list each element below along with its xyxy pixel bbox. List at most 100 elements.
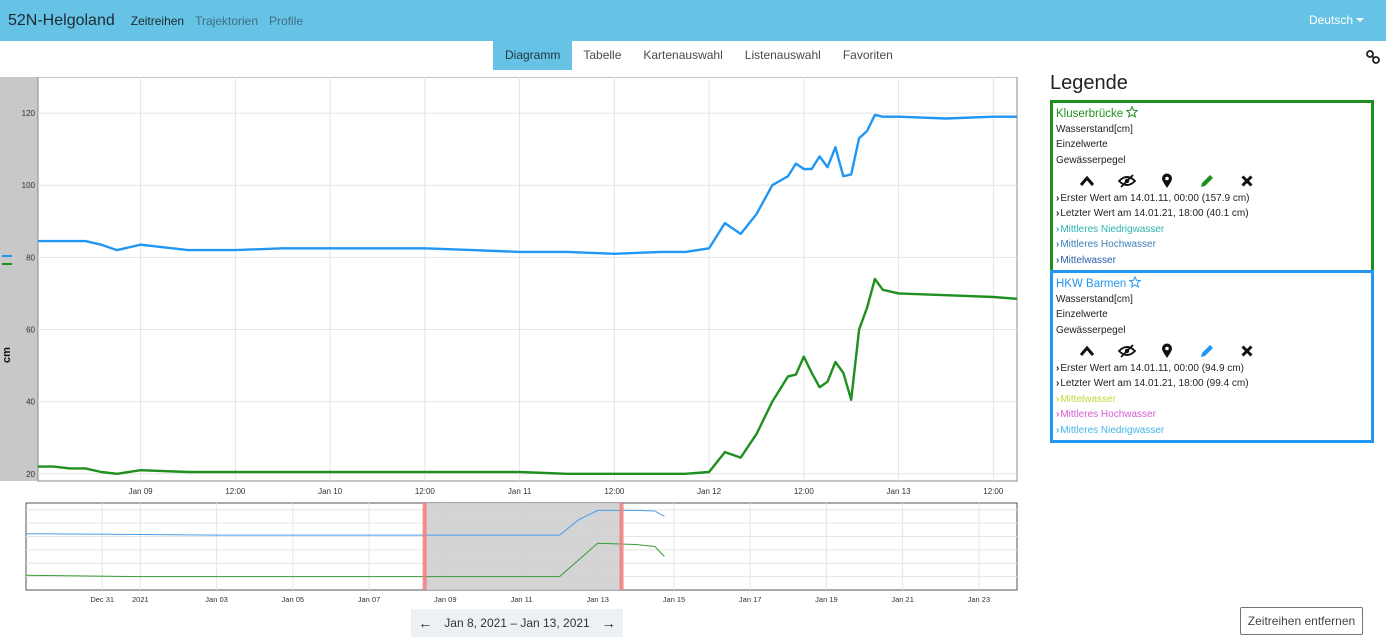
overview-x-tick-label: Jan 07 bbox=[358, 595, 381, 604]
overview-series-line-0 bbox=[25, 509, 665, 536]
chevron-right-icon: › bbox=[1056, 362, 1060, 374]
x-tick-label: 12:00 bbox=[225, 487, 246, 496]
legend-category: Gewässerpegel bbox=[1056, 154, 1126, 166]
overview-x-tick-label: Jan 03 bbox=[205, 595, 228, 604]
plot-area bbox=[37, 77, 1018, 482]
chevron-right-icon: › bbox=[1056, 409, 1060, 421]
legend-ref-value[interactable]: ›Mittleres Niedrigwasser bbox=[1056, 223, 1165, 235]
brand-title[interactable]: 52N-Helgoland bbox=[8, 11, 115, 29]
eye-slash-icon[interactable] bbox=[1107, 344, 1147, 358]
legend-last-value[interactable]: ›Letzter Wert am 14.01.21, 18:00 (99.4 c… bbox=[1056, 378, 1249, 390]
language-dropdown[interactable]: Deutsch bbox=[1309, 13, 1364, 27]
legend-first-value[interactable]: ›Erster Wert am 14.01.11, 00:00 (157.9 c… bbox=[1056, 192, 1250, 204]
x-tick-label: Jan 09 bbox=[129, 487, 154, 496]
series-marker-blue bbox=[2, 255, 12, 257]
arrow-right-icon[interactable]: → bbox=[601, 615, 616, 631]
overview-chart[interactable]: Dec 31 2021 Jan 03 Jan 05 Jan 07 Jan 09 Jan 11… bbox=[0, 500, 1020, 608]
legend-item-hkw-barmen[interactable]: HKW Barmen Wasserstand[cm] Einzelwerte G… bbox=[1050, 270, 1374, 444]
link-icon[interactable] bbox=[1366, 50, 1380, 64]
x-tick-label: 12:00 bbox=[983, 487, 1004, 496]
legend-toolbar bbox=[1067, 342, 1368, 360]
overview-x-tick-label: Jan 09 bbox=[434, 595, 457, 604]
y-tick-label: 100 bbox=[22, 181, 36, 190]
overview-selection bbox=[424, 503, 622, 590]
overview-x-tick-label: Jan 17 bbox=[739, 595, 762, 604]
nav-profile[interactable]: Profile bbox=[269, 13, 304, 28]
legend-last-value[interactable]: ›Letzter Wert am 14.01.21, 18:00 (40.1 c… bbox=[1056, 208, 1249, 220]
chevron-right-icon: › bbox=[1056, 208, 1060, 220]
view-tabs: Diagramm Tabelle Kartenauswahl Listenaus… bbox=[493, 41, 904, 70]
top-navbar: 52N-Helgoland Zeitreihen Trajektorien Pr… bbox=[0, 0, 1386, 41]
x-tick-label: 12:00 bbox=[415, 487, 436, 496]
tab-tabelle[interactable]: Tabelle bbox=[583, 48, 622, 62]
date-range-label[interactable]: Jan 8, 2021 – Jan 13, 2021 bbox=[444, 616, 590, 630]
chevron-up-icon[interactable] bbox=[1067, 345, 1107, 357]
overview-x-tick-label: Jan 15 bbox=[663, 595, 686, 604]
overview-x-tick-label: 2021 bbox=[132, 595, 149, 604]
overview-x-tick-label: Jan 19 bbox=[815, 595, 838, 604]
legend-type: Einzelwerte bbox=[1056, 309, 1108, 321]
x-tick-label: 12:00 bbox=[794, 487, 815, 496]
legend-item-kluserbruecke[interactable]: Kluserbrücke Wasserstand[cm] Einzelwerte… bbox=[1050, 100, 1374, 274]
map-marker-icon[interactable] bbox=[1147, 343, 1187, 359]
legend-ref-value[interactable]: ›Mittleres Hochwasser bbox=[1056, 409, 1156, 421]
selection-handle-right bbox=[619, 503, 624, 590]
overview-x-tick-label: Jan 13 bbox=[586, 595, 609, 604]
series-line-1 bbox=[38, 277, 1018, 475]
x-tick-label: 12:00 bbox=[604, 487, 625, 496]
overview-x-tick-label: Jan 05 bbox=[282, 595, 305, 604]
map-marker-icon[interactable] bbox=[1147, 173, 1187, 189]
overview-series-line-1 bbox=[25, 542, 665, 578]
overview-x-tick-label: Jan 21 bbox=[891, 595, 914, 604]
main-chart[interactable]: Jan 09 12:00 Jan 10 12:00 Jan 11 12:00 Jan 12 1… bbox=[0, 77, 1020, 501]
pencil-icon[interactable] bbox=[1187, 343, 1227, 359]
chevron-right-icon: › bbox=[1056, 239, 1060, 251]
star-icon[interactable] bbox=[1126, 106, 1139, 118]
remove-timeseries-button[interactable]: Zeitreihen entfernen bbox=[1240, 607, 1363, 635]
tab-favoriten[interactable]: Favoriten bbox=[842, 48, 893, 62]
legend-ref-value[interactable]: ›Mittelwasser bbox=[1056, 254, 1116, 266]
language-label: Deutsch bbox=[1308, 13, 1353, 27]
legend-ref-value[interactable]: ›Mittleres Hochwasser bbox=[1056, 239, 1156, 251]
legend-phenomenon: Wasserstand[cm] bbox=[1056, 294, 1133, 305]
eye-slash-icon[interactable] bbox=[1107, 174, 1147, 188]
star-icon[interactable] bbox=[1129, 276, 1142, 288]
legend-type: Einzelwerte bbox=[1056, 139, 1108, 151]
series-line-0 bbox=[38, 113, 1017, 256]
x-tick-label: Jan 11 bbox=[508, 487, 532, 496]
arrow-left-icon[interactable]: ← bbox=[418, 615, 433, 631]
tab-listenauswahl[interactable]: Listenauswahl bbox=[744, 48, 821, 62]
tab-kartenauswahl[interactable]: Kartenauswahl bbox=[643, 48, 723, 62]
legend-first-value[interactable]: ›Erster Wert am 14.01.11, 00:00 (94.9 cm… bbox=[1056, 362, 1244, 374]
overview-x-tick-label: Dec 31 bbox=[90, 595, 114, 604]
nav-zeitreihen[interactable]: Zeitreihen bbox=[130, 13, 185, 28]
y-tick-label: 80 bbox=[26, 253, 35, 262]
legend-category: Gewässerpegel bbox=[1056, 324, 1126, 336]
caret-down-icon bbox=[1356, 18, 1364, 22]
close-icon[interactable] bbox=[1227, 175, 1267, 187]
close-icon[interactable] bbox=[1227, 345, 1267, 357]
overview-x-tick-label: Jan 23 bbox=[968, 595, 991, 604]
y-axis-strip[interactable]: cm bbox=[0, 77, 38, 481]
y-tick-label: 120 bbox=[22, 109, 36, 118]
legend-item-name[interactable]: Kluserbrücke bbox=[1056, 108, 1124, 120]
series-marker-green bbox=[2, 263, 12, 265]
chevron-right-icon: › bbox=[1056, 223, 1060, 235]
chevron-up-icon[interactable] bbox=[1067, 175, 1107, 187]
x-tick-label: Jan 12 bbox=[697, 487, 722, 496]
legend-ref-value[interactable]: ›Mittelwasser bbox=[1056, 393, 1116, 405]
y-tick-label: 40 bbox=[26, 398, 35, 407]
chevron-right-icon: › bbox=[1056, 254, 1060, 266]
selection-handle-left bbox=[422, 503, 427, 590]
legend-ref-value[interactable]: ›Mittleres Niedrigwasser bbox=[1056, 424, 1165, 436]
x-tick-label: Jan 13 bbox=[887, 487, 912, 496]
y-tick-label: 60 bbox=[26, 326, 35, 335]
pencil-icon[interactable] bbox=[1187, 173, 1227, 189]
date-range-control: ← Jan 8, 2021 – Jan 13, 2021 → bbox=[411, 609, 623, 637]
chevron-right-icon: › bbox=[1056, 424, 1060, 436]
tab-diagramm[interactable]: Diagramm bbox=[493, 41, 573, 70]
legend-item-name[interactable]: HKW Barmen bbox=[1056, 278, 1127, 290]
chevron-right-icon: › bbox=[1056, 393, 1060, 405]
overview-x-tick-label: Jan 11 bbox=[511, 595, 533, 604]
nav-trajektorien[interactable]: Trajektorien bbox=[195, 13, 259, 28]
